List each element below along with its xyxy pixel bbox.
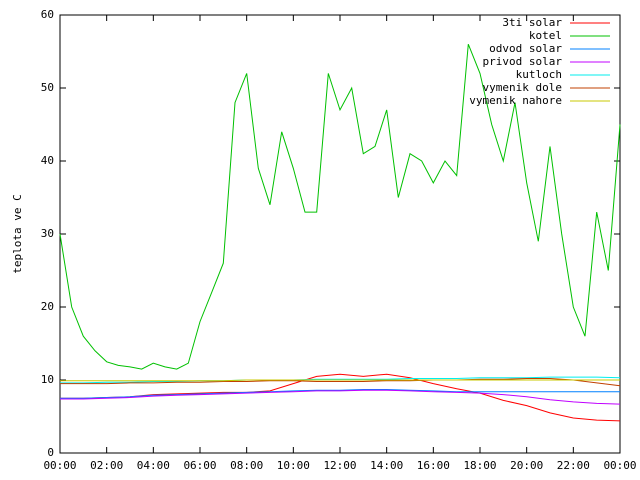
series-line [60,373,621,422]
x-tick-label: 08:00 [230,459,263,472]
y-tick-label: 10 [41,373,54,386]
y-tick-label: 50 [41,81,54,94]
y-tick-label: 20 [41,300,54,313]
y-tick-label: 60 [41,8,54,21]
x-tick-label: 16:00 [417,459,450,472]
y-tick-label: 40 [41,154,54,167]
legend-label: kotel [529,29,562,42]
x-tick-label: 14:00 [370,459,403,472]
x-tick-label: 00:00 [43,459,76,472]
legend-label: privod solar [483,55,563,68]
legend-label: kutloch [516,68,562,81]
y-tick-label: 0 [47,446,54,459]
x-tick-label: 20:00 [510,459,543,472]
series-line [60,389,620,399]
x-tick-label: 06:00 [183,459,216,472]
series-line [60,389,621,405]
x-tick-label: 02:00 [90,459,123,472]
y-axis-label: teplota ve C [11,194,24,273]
legend-label: odvod solar [489,42,562,55]
x-tick-label: 18:00 [463,459,496,472]
x-tick-label: 04:00 [137,459,170,472]
series-line [59,44,621,370]
legend-label: vymenik nahore [469,94,562,107]
legend-label: 3ti solar [502,16,562,29]
series-line [60,379,620,382]
x-tick-label: 10:00 [277,459,310,472]
legend-label: vymenik dole [483,81,562,94]
series-line [60,376,621,384]
x-tick-label: 12:00 [323,459,356,472]
y-tick-label: 30 [41,227,54,240]
series-line [60,378,621,387]
x-tick-label: 22:00 [557,459,590,472]
x-tick-label: 00:00 [603,459,636,472]
